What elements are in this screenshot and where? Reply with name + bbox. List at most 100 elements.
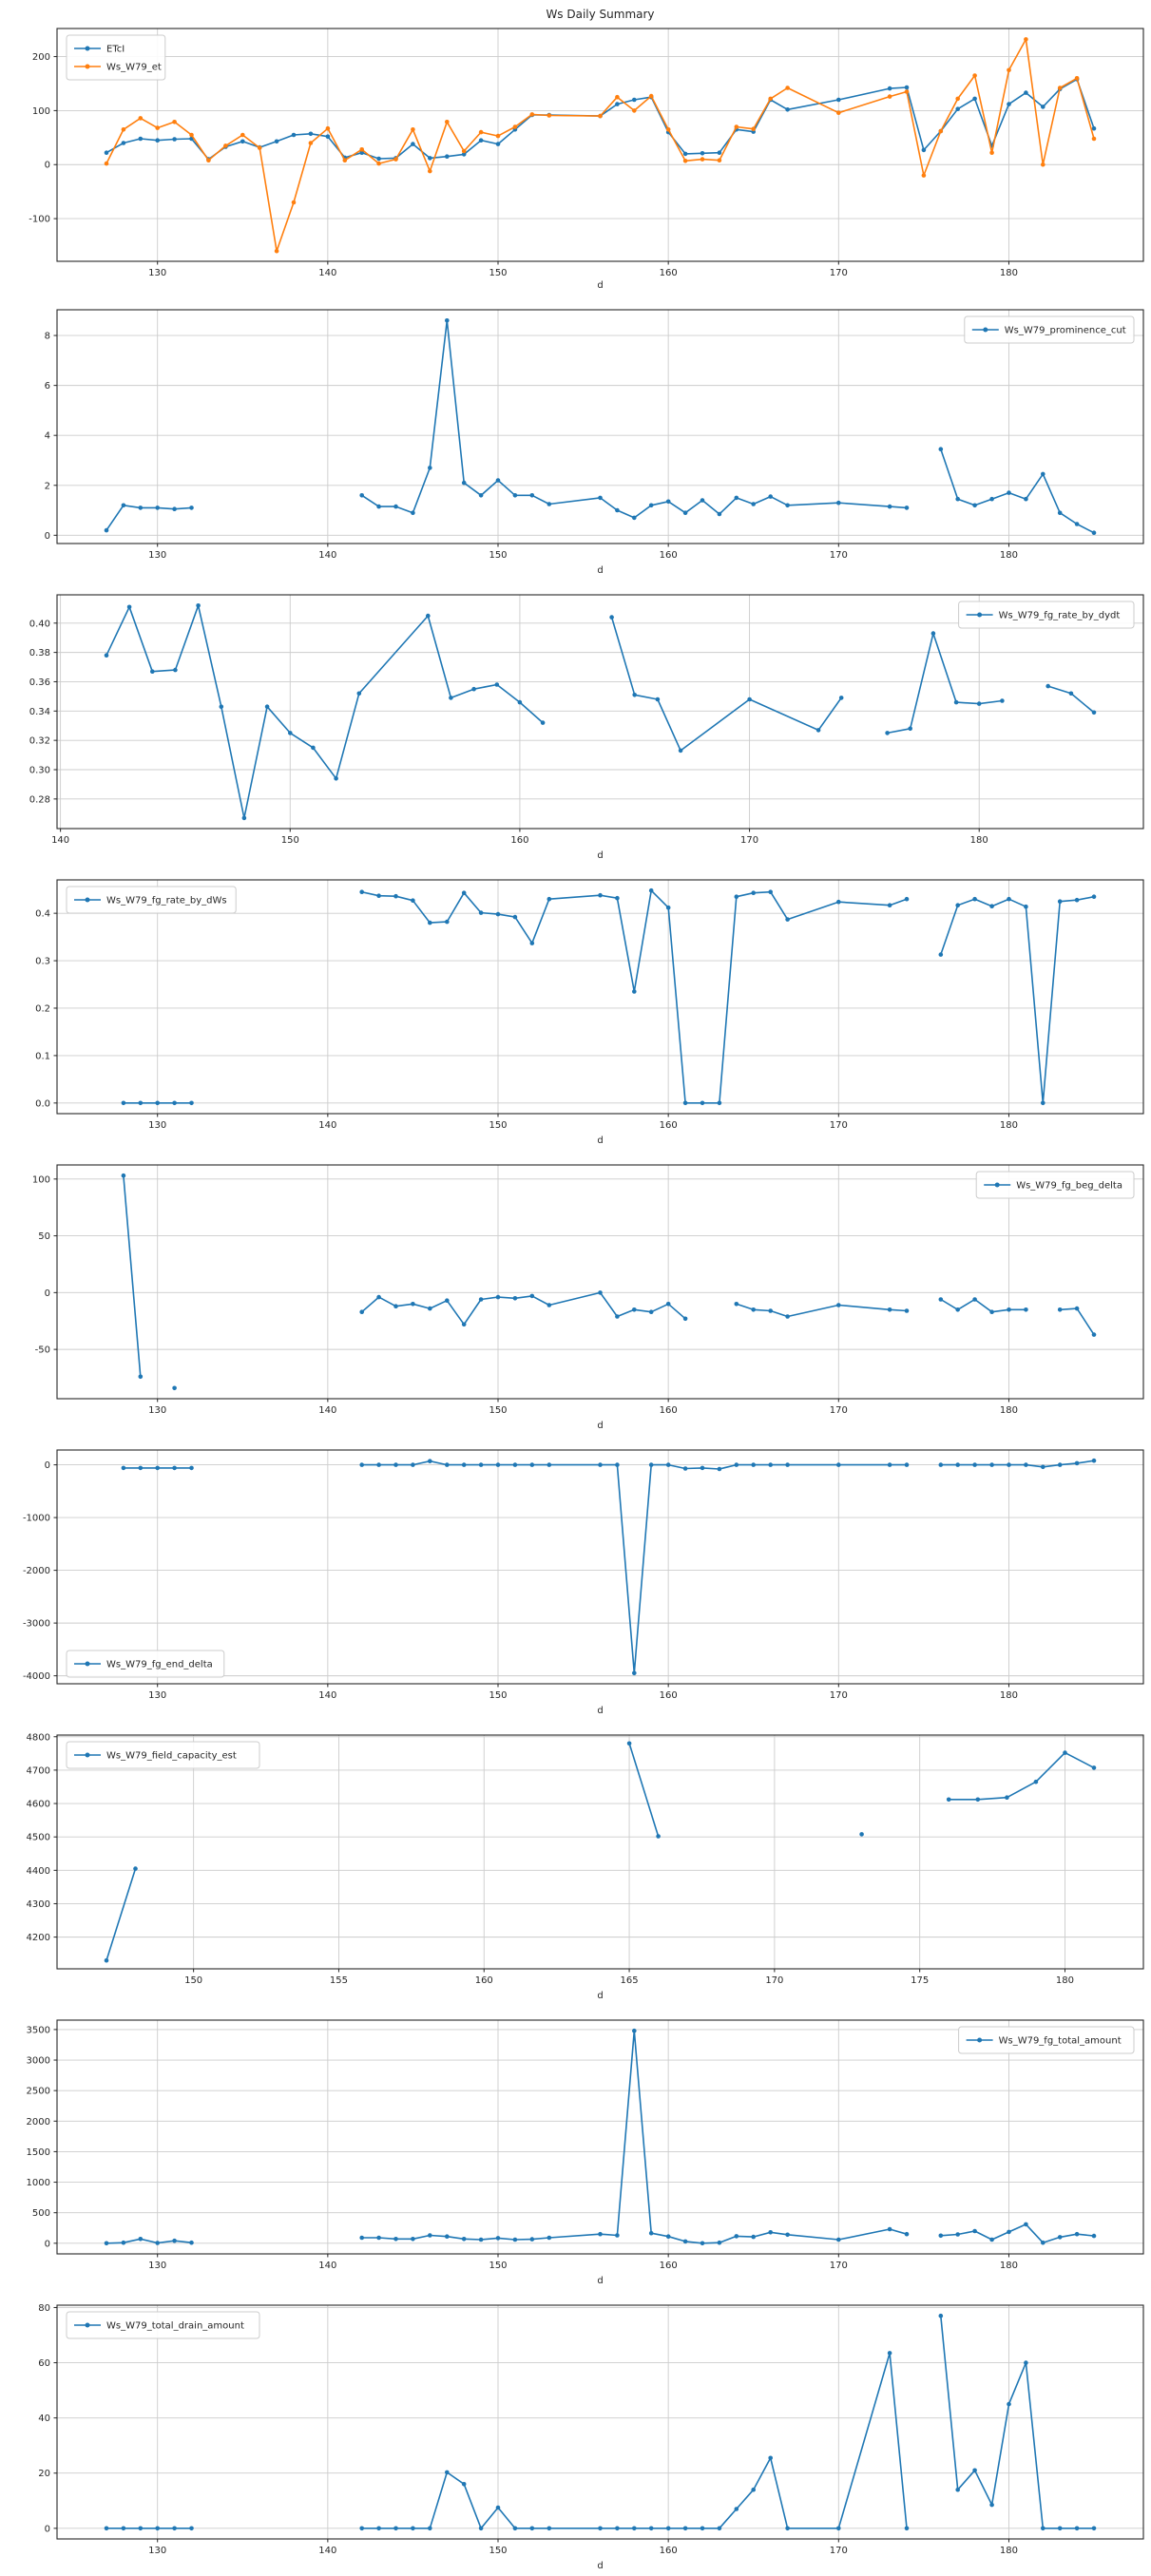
y-tick-label: 0.0 xyxy=(35,1098,50,1109)
legend-label: Ws_W79_fg_rate_by_dWs xyxy=(106,896,227,906)
y-tick-label: 8 xyxy=(45,332,50,342)
legend-label: Ws_W79_fg_beg_delta xyxy=(1016,1181,1122,1192)
y-tick-label: 4200 xyxy=(27,1933,50,1943)
grid xyxy=(57,2020,1143,2254)
axes: 130 140 150 160 170 180 -4000 -3000 -2000 -1000 0 d xyxy=(23,1449,1144,1716)
x-tick-label: 140 xyxy=(51,835,69,846)
x-axis-label: d xyxy=(597,2276,603,2286)
grid xyxy=(57,1165,1143,1399)
y-tick-label: 4800 xyxy=(27,1732,50,1743)
x-tick-label: 160 xyxy=(660,2261,678,2271)
y-tick-label: 80 xyxy=(38,2303,50,2314)
series-Ws_W79_total_drain_amount xyxy=(104,2313,1097,2531)
legend: Ws_W79_field_capacity_est xyxy=(66,1741,260,1769)
legend: Ws_W79_fg_rate_by_dWs xyxy=(66,886,237,914)
legend-label: Ws_W79_field_capacity_est xyxy=(106,1751,237,1762)
y-tick-label: 6 xyxy=(45,381,50,391)
legend: Ws_W79_fg_end_delta xyxy=(66,1650,225,1678)
y-tick-label: 0 xyxy=(45,2239,50,2249)
axes: 130 140 150 160 170 180 0 500 1000 1500 2000 2500 30… xyxy=(27,2019,1144,2286)
y-tick-label: -100 xyxy=(29,215,50,225)
y-tick-label: 40 xyxy=(38,2414,50,2424)
x-tick-label: 140 xyxy=(318,550,336,561)
x-tick-label: 150 xyxy=(489,1405,507,1416)
series-Ws_W79_fg_rate_by_dWs xyxy=(121,887,1097,1106)
y-tick-label: 4300 xyxy=(27,1899,50,1910)
legend-label: ETcI xyxy=(106,45,125,55)
axes: 150 155 160 165 170 175 180 4200 4300 4400 4500 460… xyxy=(27,1732,1144,2001)
y-tick-label: 0.40 xyxy=(29,619,50,629)
legend-label: Ws_W79_et xyxy=(106,63,162,73)
y-tick-label: 200 xyxy=(32,52,50,63)
legend-label: Ws_W79_fg_total_amount xyxy=(999,2036,1122,2047)
y-tick-label: 2 xyxy=(45,481,50,491)
y-tick-label: 0 xyxy=(45,531,50,542)
x-tick-label: 155 xyxy=(330,1975,348,1986)
x-tick-label: 180 xyxy=(1000,2546,1018,2556)
series-Ws_W79_prominence_cut xyxy=(104,318,1097,535)
subplot-fg-total-amount-chart: 130 140 150 160 170 180 0 500 1000 1500 2000 2500 30… xyxy=(0,2005,1151,2290)
grid xyxy=(57,880,1143,1114)
x-axis-label: d xyxy=(597,1135,603,1146)
series-Ws_W79_fg_total_amount xyxy=(104,2028,1097,2246)
y-tick-label: 4 xyxy=(45,431,50,442)
y-tick-label: 20 xyxy=(38,2469,50,2479)
x-tick-label: 130 xyxy=(148,1690,166,1701)
y-tick-label: 0.2 xyxy=(35,1003,50,1014)
axes: 140 150 160 170 180 0.28 0.30 0.32 0.34 0.36 0.38 0… xyxy=(29,594,1144,861)
x-tick-label: 180 xyxy=(1000,268,1018,278)
series-Ws_W79_fg_end_delta xyxy=(121,1458,1097,1676)
series-Ws_W79_et xyxy=(104,37,1097,254)
y-tick-label: 0.28 xyxy=(29,794,50,805)
axes: 130 140 150 160 170 180 0 2 4 6 8 d xyxy=(45,309,1144,576)
legend: ETcI Ws_W79_et xyxy=(66,34,166,81)
x-tick-label: 180 xyxy=(970,835,988,846)
x-tick-label: 140 xyxy=(318,1690,336,1701)
subplot-prominence-cut-chart: 130 140 150 160 170 180 0 2 4 6 8 d Ws_W79_prominenc… xyxy=(0,295,1151,580)
x-axis-label: d xyxy=(597,850,603,861)
y-tick-label: 3500 xyxy=(27,2025,50,2035)
x-tick-label: 160 xyxy=(660,1405,678,1416)
x-tick-label: 140 xyxy=(318,1405,336,1416)
y-tick-label: 4500 xyxy=(27,1833,50,1843)
grid xyxy=(57,310,1143,544)
legend: Ws_W79_fg_beg_delta xyxy=(975,1171,1135,1199)
y-tick-label: 0.32 xyxy=(29,736,50,747)
x-tick-label: 130 xyxy=(148,2546,166,2556)
x-tick-label: 180 xyxy=(1000,2261,1018,2271)
series-Ws_W79_field_capacity_est xyxy=(104,1741,1097,1963)
subplot-fg-beg-delta-chart: 130 140 150 160 170 180 -50 0 50 100 d Ws_W79_fg_be… xyxy=(0,1150,1151,1435)
x-tick-label: 170 xyxy=(830,1690,848,1701)
axes: 130 140 150 160 170 180 0 20 40 60 80 d xyxy=(38,2303,1144,2571)
y-tick-label: 0.36 xyxy=(29,677,50,688)
x-tick-label: 170 xyxy=(830,2546,848,2556)
x-axis-label: d xyxy=(597,1706,603,1716)
x-axis-label: d xyxy=(597,1421,603,1431)
y-tick-label: 0 xyxy=(45,161,50,171)
grid xyxy=(57,1735,1143,1969)
x-tick-label: 175 xyxy=(911,1975,929,1986)
x-tick-label: 170 xyxy=(830,268,848,278)
y-tick-label: 4400 xyxy=(27,1866,50,1877)
y-tick-label: -50 xyxy=(35,1345,50,1356)
series-Ws_W79_fg_beg_delta xyxy=(121,1173,1097,1391)
x-axis-label: d xyxy=(597,1991,603,2001)
y-tick-label: -1000 xyxy=(23,1514,50,1524)
x-tick-label: 150 xyxy=(281,835,299,846)
x-tick-label: 160 xyxy=(660,550,678,561)
legend: Ws_W79_prominence_cut xyxy=(964,315,1135,344)
x-tick-label: 170 xyxy=(830,1120,848,1131)
grid xyxy=(57,1450,1143,1684)
x-axis-label: d xyxy=(597,2561,603,2571)
subplot-fg-end-delta-chart: 130 140 150 160 170 180 -4000 -3000 -2000 -1000 0 d… xyxy=(0,1435,1151,1720)
y-tick-label: 60 xyxy=(38,2358,50,2369)
x-tick-label: 140 xyxy=(318,1120,336,1131)
x-tick-label: 165 xyxy=(621,1975,639,1986)
x-tick-label: 170 xyxy=(830,2261,848,2271)
axes: 130 140 150 160 170 180 0.0 0.1 0.2 0.3 0.4 d xyxy=(35,879,1144,1146)
y-tick-label: 1500 xyxy=(27,2147,50,2158)
x-tick-label: 130 xyxy=(148,2261,166,2271)
x-tick-label: 150 xyxy=(489,1120,507,1131)
y-tick-label: 0.4 xyxy=(35,909,50,920)
